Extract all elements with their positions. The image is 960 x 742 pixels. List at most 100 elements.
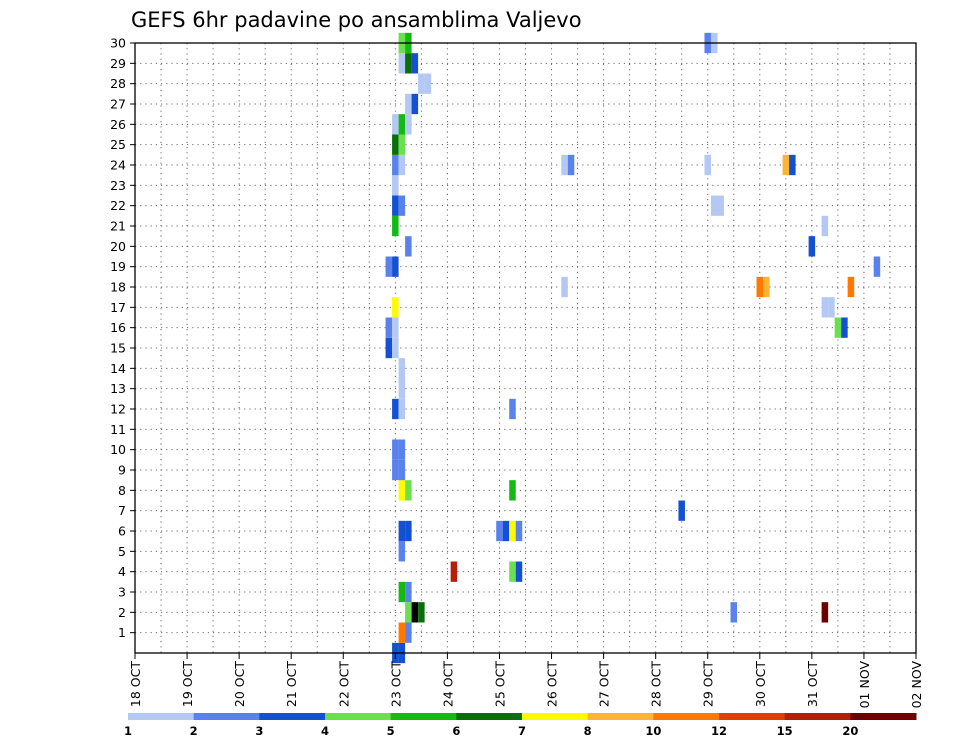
y-tick-label: 17 bbox=[110, 300, 126, 315]
x-tick-label: 24 OCT bbox=[440, 661, 455, 707]
heatmap-cell bbox=[398, 154, 406, 176]
y-tick-label: 18 bbox=[110, 280, 126, 295]
colorbar-label: 6 bbox=[452, 724, 460, 738]
heatmap-cell bbox=[678, 500, 685, 521]
heatmap-cell bbox=[847, 276, 855, 298]
x-tick-label: 27 OCT bbox=[597, 661, 612, 707]
x-tick-label: 01 NOV bbox=[857, 661, 872, 709]
y-tick-label: 15 bbox=[110, 341, 126, 356]
heatmap-cell bbox=[821, 602, 829, 623]
heatmap-cell bbox=[418, 73, 425, 94]
heatmap-cell bbox=[515, 561, 523, 582]
heatmap-cell bbox=[561, 154, 568, 176]
colorbar-segment bbox=[850, 713, 917, 720]
y-tick-label: 22 bbox=[110, 198, 126, 213]
y-tick-label: 13 bbox=[110, 381, 126, 396]
heatmap-cell bbox=[392, 175, 399, 196]
chart-title: GEFS 6hr padavine po ansamblima Valjevo bbox=[131, 8, 582, 32]
heatmap-cell bbox=[392, 134, 399, 155]
colorbar-segment bbox=[719, 713, 786, 720]
heatmap-cell bbox=[418, 602, 425, 623]
y-tick-label: 3 bbox=[118, 585, 126, 600]
y-tick-label: 4 bbox=[118, 564, 126, 579]
y-tick-label: 26 bbox=[110, 117, 126, 132]
heatmap-cell bbox=[509, 520, 516, 542]
heatmap-cell bbox=[450, 561, 458, 582]
colorbar-label: 20 bbox=[842, 724, 858, 738]
y-tick-label: 28 bbox=[110, 76, 126, 91]
heatmap-cell bbox=[392, 256, 399, 277]
y-tick-label: 29 bbox=[110, 56, 126, 71]
x-tick-label: 25 OCT bbox=[492, 661, 507, 707]
heatmap-cell bbox=[405, 53, 412, 74]
x-tick-label: 02 NOV bbox=[909, 661, 924, 709]
x-tick-label: 21 OCT bbox=[284, 661, 299, 707]
colorbar-label: 5 bbox=[387, 724, 395, 738]
heatmap-cell bbox=[405, 581, 412, 603]
colorbar-segment bbox=[456, 713, 523, 720]
heatmap-cell bbox=[405, 520, 412, 542]
colorbar-segment bbox=[390, 713, 457, 720]
colorbar-label: 7 bbox=[518, 724, 526, 738]
y-tick-label: 23 bbox=[110, 178, 126, 193]
heatmap-cell bbox=[411, 93, 419, 115]
colorbar-segment bbox=[259, 713, 326, 720]
heatmap-cell bbox=[411, 53, 419, 74]
heatmap-cell bbox=[496, 520, 503, 542]
y-tick-label: 9 bbox=[118, 463, 126, 478]
heatmap-cell bbox=[398, 622, 406, 643]
y-tick-label: 7 bbox=[118, 503, 126, 518]
x-tick-label: 19 OCT bbox=[180, 661, 195, 707]
heatmap-cell bbox=[821, 215, 829, 237]
y-tick-label: 20 bbox=[110, 239, 126, 254]
colorbar-label: 10 bbox=[645, 724, 661, 738]
heatmap-cell bbox=[398, 459, 406, 481]
colorbar-label: 2 bbox=[190, 724, 198, 738]
heatmap-cell bbox=[398, 378, 406, 399]
x-tick-label: 28 OCT bbox=[649, 661, 664, 707]
heatmap-cell bbox=[398, 53, 406, 74]
heatmap-cell bbox=[763, 276, 770, 298]
colorbar-label: 4 bbox=[321, 724, 329, 738]
y-tick-label: 2 bbox=[118, 605, 126, 620]
y-tick-label: 5 bbox=[118, 544, 126, 559]
heatmap-cell bbox=[405, 93, 412, 115]
y-tick-label: 27 bbox=[110, 97, 126, 112]
heatmap-cell bbox=[392, 459, 399, 481]
colorbar: 1 2 3 4 5 6 7 8 10 12 15 20 bbox=[124, 713, 917, 738]
y-tick-label: 30 bbox=[110, 36, 126, 51]
colorbar-segment bbox=[128, 713, 195, 720]
y-tick-label: 16 bbox=[110, 320, 126, 335]
colorbar-label: 3 bbox=[255, 724, 263, 738]
y-tick-label: 21 bbox=[110, 219, 126, 234]
x-tick-label: 18 OCT bbox=[128, 661, 143, 707]
colorbar-segment bbox=[784, 713, 851, 720]
x-tick-label: 22 OCT bbox=[336, 661, 351, 707]
y-tick-label: 12 bbox=[110, 402, 126, 417]
heatmap-cell bbox=[398, 195, 406, 216]
y-tick-label: 14 bbox=[110, 361, 126, 376]
heatmap-cell bbox=[392, 439, 399, 460]
heatmap-cell bbox=[392, 297, 399, 318]
heatmap-cell bbox=[392, 195, 399, 216]
colorbar-segment bbox=[653, 713, 720, 720]
heatmap-cell bbox=[405, 480, 412, 501]
colorbar-label: 1 bbox=[124, 724, 132, 738]
heatmap-cell bbox=[567, 154, 575, 176]
heatmap-cell bbox=[789, 154, 796, 176]
y-tick-label: 1 bbox=[118, 625, 126, 640]
y-tick-label: 8 bbox=[118, 483, 126, 498]
heatmap-cell bbox=[515, 520, 523, 542]
heatmap-cell bbox=[821, 297, 829, 318]
heatmap-cell bbox=[398, 520, 406, 542]
heatmap-cell bbox=[398, 480, 406, 501]
heatmap-cell bbox=[385, 337, 393, 359]
heatmap-cell bbox=[405, 602, 412, 623]
heatmap-cell bbox=[704, 154, 711, 176]
grid-lines bbox=[135, 42, 916, 653]
heatmap-cell bbox=[710, 195, 718, 216]
heatmap-cell bbox=[398, 581, 406, 603]
heatmap-cell bbox=[841, 317, 848, 338]
heatmap-cell bbox=[424, 73, 432, 94]
